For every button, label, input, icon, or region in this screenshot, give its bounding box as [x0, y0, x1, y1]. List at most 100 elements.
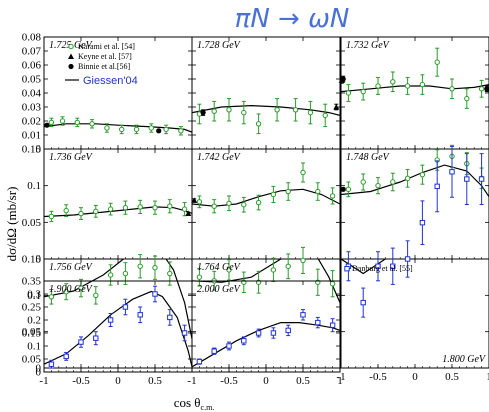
data-point-danburg	[300, 312, 306, 318]
data-point-danburg	[93, 335, 99, 341]
x-axis-label-main: cos θ	[174, 395, 201, 410]
data-point-karami	[181, 206, 188, 212]
data-point-danburg	[360, 299, 366, 306]
panel-1728: 1.728 GeV	[191, 36, 341, 150]
y-tick-label: 0.15	[22, 254, 42, 266]
data-point-keyne	[338, 77, 345, 83]
y-tick-label: 0.08	[22, 32, 42, 44]
data-point-karami	[211, 203, 217, 209]
data-point-karami	[329, 193, 336, 199]
panel-2000: 2.000 GeV -1 -0.5 0 0.5 1	[187, 280, 343, 387]
x-tick-label: -0.5	[369, 371, 387, 383]
legend-label: Binnie et al.[56]	[78, 62, 131, 71]
y-tick-label: 0.35	[22, 276, 42, 288]
x-tick-label: 0	[263, 375, 269, 387]
data-point-karami	[270, 267, 277, 273]
data-point-karami	[133, 126, 140, 133]
y-tick-label: 0	[36, 254, 42, 266]
y-tick-label: 0.04	[22, 88, 42, 100]
data-point-karami	[196, 274, 203, 280]
x-tick-label: -1	[336, 371, 345, 383]
data-point-karami	[211, 108, 217, 114]
data-point-karami	[404, 175, 411, 182]
data-point-karami	[360, 88, 366, 95]
giessen-curve	[341, 164, 489, 198]
data-point-karami	[390, 179, 396, 185]
legend-label: Keyne et al. [57]	[78, 52, 132, 61]
panel-1756: 00.050.10.151.756 GeV	[22, 254, 193, 375]
data-point-keyne	[191, 197, 198, 203]
x-tick-label: 0	[115, 375, 121, 387]
y-tick-label: 0.02	[22, 116, 41, 128]
energy-label: 1.756 GeV	[49, 262, 94, 273]
data-point-karami	[315, 188, 321, 195]
data-point-karami	[270, 191, 277, 198]
energy-label: 1.732 GeV	[346, 40, 391, 51]
panel-1800: 1.800 GeV -1 -0.5 0 0.5 1	[336, 145, 489, 383]
legend-marker-binnie	[68, 63, 74, 70]
giessen-curve	[341, 84, 489, 93]
data-point-karami	[93, 292, 99, 299]
y-tick-label: 0.05	[22, 354, 42, 366]
data-point-karami	[59, 118, 66, 124]
data-point-karami	[307, 109, 314, 116]
legend-label: Giessen'04	[83, 75, 138, 87]
giessen-curve	[44, 123, 192, 133]
data-point-karami	[292, 107, 299, 113]
data-point-danburg	[181, 330, 188, 336]
y-tick-label: 0.01	[22, 130, 41, 142]
panel-1725: 00.010.020.030.040.050.060.070.081.725 G…	[22, 32, 193, 156]
data-point-danburg	[419, 219, 426, 226]
data-point-danburg	[434, 183, 440, 190]
energy-label: 1.742 GeV	[197, 152, 242, 163]
data-point-keyne	[333, 104, 340, 110]
data-point-danburg	[152, 291, 158, 297]
legend-marker-danburg	[344, 266, 350, 272]
data-point-danburg	[167, 314, 173, 321]
panel-1736: 0 0.05 0.1 0.15 1.736 GeV	[22, 144, 193, 266]
data-point-danburg	[241, 338, 247, 344]
data-point-karami	[122, 270, 129, 277]
data-point-danburg	[270, 330, 277, 336]
data-point-karami	[464, 95, 470, 102]
panel-1900: 00.050.10.150.20.250.30.351.900 GeV-1 -0.…	[22, 276, 193, 387]
legend-label-danburg: Danburg et al. [55]	[352, 264, 413, 273]
data-point-karami	[137, 204, 143, 210]
y-axis-label: dσ/dΩ (mb/sr)	[4, 187, 19, 262]
data-point-karami	[241, 202, 247, 208]
data-point-karami	[74, 119, 81, 126]
y-tick-label: 0.3	[27, 289, 41, 301]
x-tick-label: -1	[39, 375, 48, 387]
energy-label: 1.728 GeV	[197, 40, 242, 51]
data-point-karami	[122, 204, 129, 211]
data-point-karami	[78, 210, 84, 217]
data-point-karami	[255, 199, 262, 206]
data-point-karami	[152, 204, 158, 211]
data-point-karami	[375, 182, 381, 189]
data-point-karami	[390, 79, 396, 85]
data-point-danburg	[122, 304, 129, 310]
data-point-karami	[137, 263, 143, 269]
data-point-binnie	[340, 186, 346, 192]
y-tick-label: 0.15	[22, 144, 42, 156]
data-point-danburg	[196, 358, 203, 365]
data-point-karami	[434, 59, 440, 65]
data-point-karami	[107, 206, 114, 212]
data-point-karami	[345, 186, 352, 193]
x-tick-label: 1	[486, 371, 489, 383]
x-tick-label: 0.5	[296, 375, 310, 387]
axis-labels: cos θc.m. dσ/dΩ (mb/sr)	[4, 187, 214, 412]
x-axis-label: cos θc.m.	[174, 395, 215, 412]
x-tick-label: -0.5	[220, 375, 238, 387]
y-tick-label: 0.07	[22, 46, 42, 58]
data-point-binnie	[44, 122, 50, 128]
panel-1732: 1.732 GeV	[338, 36, 489, 150]
y-tick-label: 0.2	[27, 315, 41, 327]
data-point-danburg	[390, 263, 396, 269]
data-point-danburg	[211, 348, 217, 354]
data-point-danburg	[226, 343, 232, 349]
data-point-danburg	[137, 312, 143, 318]
x-tick-label: 1	[337, 375, 343, 387]
data-point-karami	[48, 213, 55, 220]
data-point-binnie	[484, 86, 489, 92]
